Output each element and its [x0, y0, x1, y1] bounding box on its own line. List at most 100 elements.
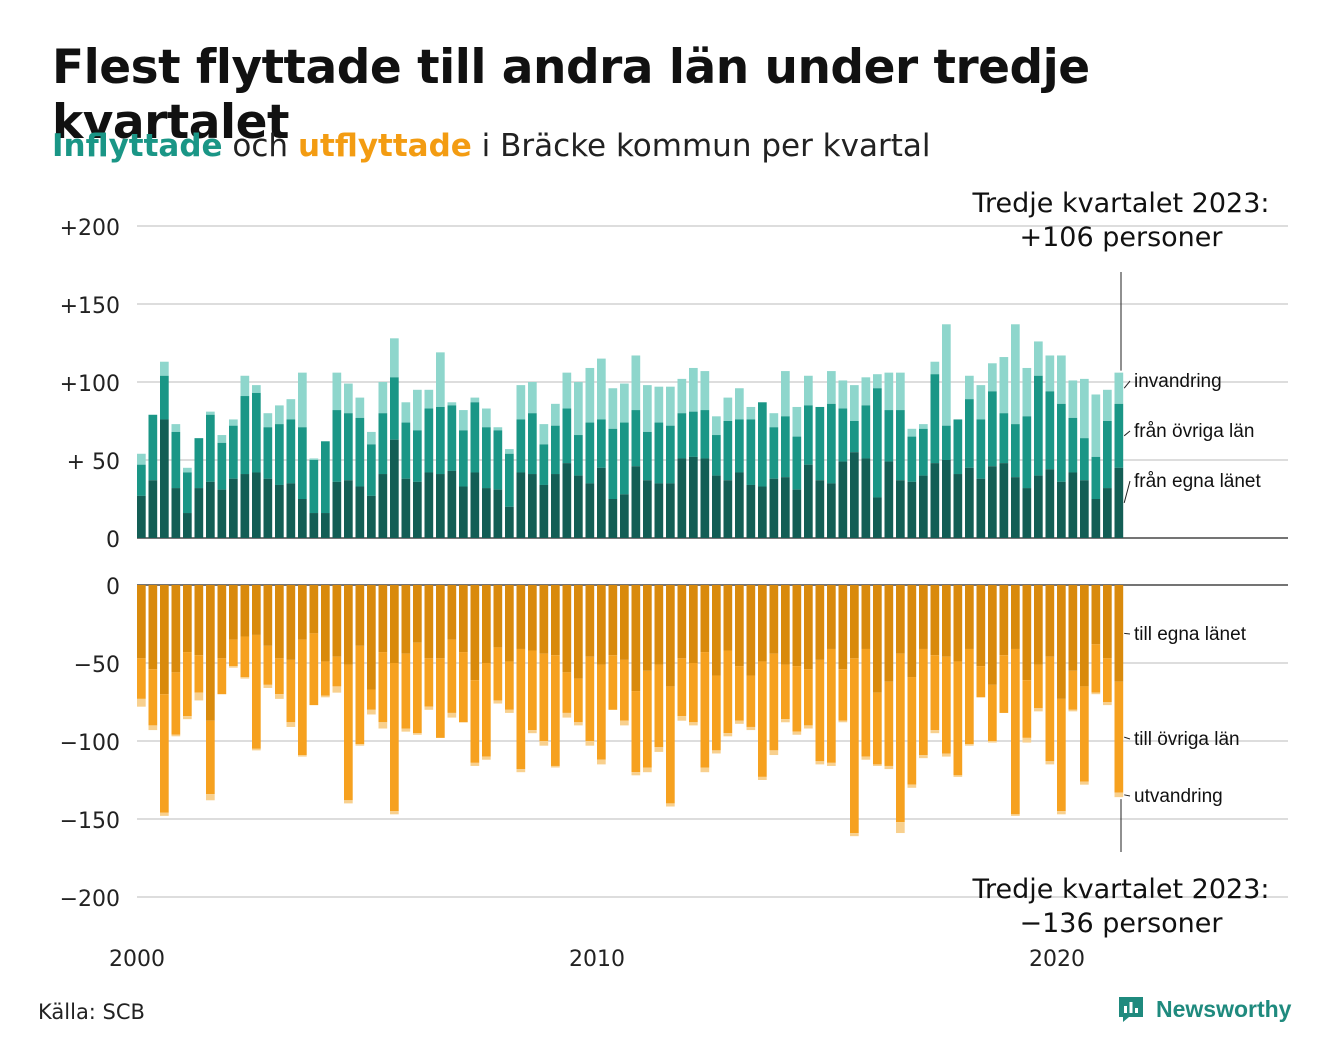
bar-out-egna-lanet: [1091, 585, 1101, 645]
bar-in-egna-lanet: [896, 480, 905, 538]
bar-in-egna-lanet: [459, 486, 468, 538]
bar-out-egna-lanet: [171, 585, 181, 673]
bar-out-utvandring: [401, 728, 411, 732]
bar-out-ovriga-lan: [137, 658, 146, 699]
x-tick-label: 2020: [1029, 947, 1085, 972]
bar-in-ovriga-lan: [608, 428, 618, 499]
bar-out-egna-lanet: [137, 585, 146, 659]
bar-in-ovriga-lan: [758, 402, 767, 487]
bar-out-utvandring: [332, 686, 342, 693]
bar-in-egna-lanet: [436, 474, 445, 538]
bar-in-egna-lanet: [631, 466, 641, 538]
bar-out-utvandring: [1045, 761, 1055, 765]
bar-out-utvandring: [1103, 702, 1112, 706]
bar-out-utvandring: [390, 811, 399, 815]
bar-out-utvandring: [907, 784, 917, 788]
bar-in-invandring: [551, 403, 560, 426]
bar-out-utvandring: [1114, 792, 1124, 798]
bar-out-ovriga-lan: [298, 639, 307, 756]
bar-out-egna-lanet: [551, 585, 560, 656]
bar-out-egna-lanet: [1080, 585, 1089, 687]
bar-out-egna-lanet: [907, 585, 917, 678]
bar-in-ovriga-lan: [390, 377, 399, 440]
bar-out-egna-lanet: [953, 585, 963, 662]
bar-in-invandring: [493, 427, 503, 431]
bar-out-ovriga-lan: [735, 666, 744, 721]
bar-out-ovriga-lan: [1091, 644, 1101, 693]
bar-out-ovriga-lan: [286, 659, 296, 723]
bar-out-ovriga-lan: [1057, 698, 1066, 812]
bar-in-egna-lanet: [677, 458, 687, 538]
bar-in-invandring: [827, 371, 836, 404]
bar-in-invandring: [1068, 380, 1078, 418]
bar-out-egna-lanet: [781, 585, 790, 665]
bar-in-egna-lanet: [321, 513, 330, 538]
bar-out-egna-lanet: [1045, 585, 1055, 657]
bar-in-ovriga-lan: [505, 453, 514, 507]
bar-in-invandring: [539, 424, 549, 445]
bar-out-ovriga-lan: [160, 694, 169, 813]
series-label-connector-out: [1124, 632, 1131, 635]
bar-in-invandring: [562, 372, 572, 409]
bar-in-invandring: [298, 372, 307, 428]
bar-in-egna-lanet: [804, 464, 813, 538]
bar-in-egna-lanet: [1045, 469, 1055, 538]
bar-out-ovriga-lan: [275, 658, 284, 695]
bar-in-egna-lanet: [516, 472, 526, 538]
bar-in-egna-lanet: [1068, 472, 1078, 538]
subtitle-utflyttade: utflyttade: [297, 128, 472, 164]
bar-out-ovriga-lan: [528, 650, 537, 731]
bar-in-invandring: [229, 419, 238, 426]
bar-in-invandring: [689, 367, 698, 412]
bar-out-utvandring: [597, 759, 606, 765]
bar-out-utvandring: [942, 753, 951, 757]
bar-in-egna-lanet: [160, 419, 169, 538]
bar-in-egna-lanet: [769, 478, 779, 538]
bar-out-egna-lanet: [194, 585, 204, 656]
bar-in-ovriga-lan: [1068, 417, 1078, 473]
bar-in-invandring: [861, 377, 871, 406]
bar-out-ovriga-lan: [689, 663, 698, 723]
bar-in-egna-lanet: [505, 506, 514, 538]
bar-in-invandring: [309, 458, 319, 460]
bar-in-ovriga-lan: [562, 408, 572, 464]
series-label-connector-in: [1123, 480, 1131, 504]
bar-out-egna-lanet: [700, 585, 710, 653]
bar-out-ovriga-lan: [965, 648, 974, 745]
bar-out-ovriga-lan: [401, 653, 411, 729]
bar-in-invandring: [712, 416, 721, 436]
bar-in-invandring: [424, 389, 434, 409]
bar-out-egna-lanet: [1068, 585, 1078, 671]
bar-out-ovriga-lan: [758, 661, 767, 777]
bar-in-ovriga-lan: [332, 410, 342, 482]
bar-in-ovriga-lan: [263, 427, 273, 479]
bar-out-egna-lanet: [689, 585, 698, 663]
bar-in-ovriga-lan: [436, 406, 445, 475]
bar-out-ovriga-lan: [516, 648, 526, 770]
bar-in-egna-lanet: [367, 495, 376, 538]
bar-in-ovriga-lan: [1022, 416, 1032, 489]
bar-in-invandring: [781, 371, 790, 417]
bar-out-ovriga-lan: [1034, 664, 1043, 709]
bar-in-invandring: [459, 410, 468, 431]
y-tick-label-in: +150: [60, 294, 120, 319]
bar-out-utvandring: [528, 730, 537, 734]
bar-in-invandring: [505, 449, 514, 454]
bar-in-ovriga-lan: [493, 430, 503, 490]
bar-out-utvandring: [896, 822, 905, 834]
bar-out-ovriga-lan: [677, 658, 687, 717]
bar-in-invandring: [344, 383, 353, 414]
bar-out-egna-lanet: [378, 585, 388, 653]
bar-out-ovriga-lan: [240, 636, 250, 678]
series-label-in: invandring: [1134, 371, 1222, 392]
y-tick-label-out: −200: [60, 887, 120, 912]
bar-in-invandring: [482, 408, 491, 428]
bar-in-ovriga-lan: [907, 436, 917, 482]
bar-out-egna-lanet: [562, 585, 572, 673]
bar-in-invandring: [585, 367, 595, 423]
bar-out-utvandring: [378, 722, 388, 729]
bar-out-egna-lanet: [861, 585, 871, 649]
bar-in-invandring: [1080, 378, 1089, 439]
bar-out-utvandring: [654, 747, 664, 752]
bar-out-utvandring: [781, 719, 790, 723]
